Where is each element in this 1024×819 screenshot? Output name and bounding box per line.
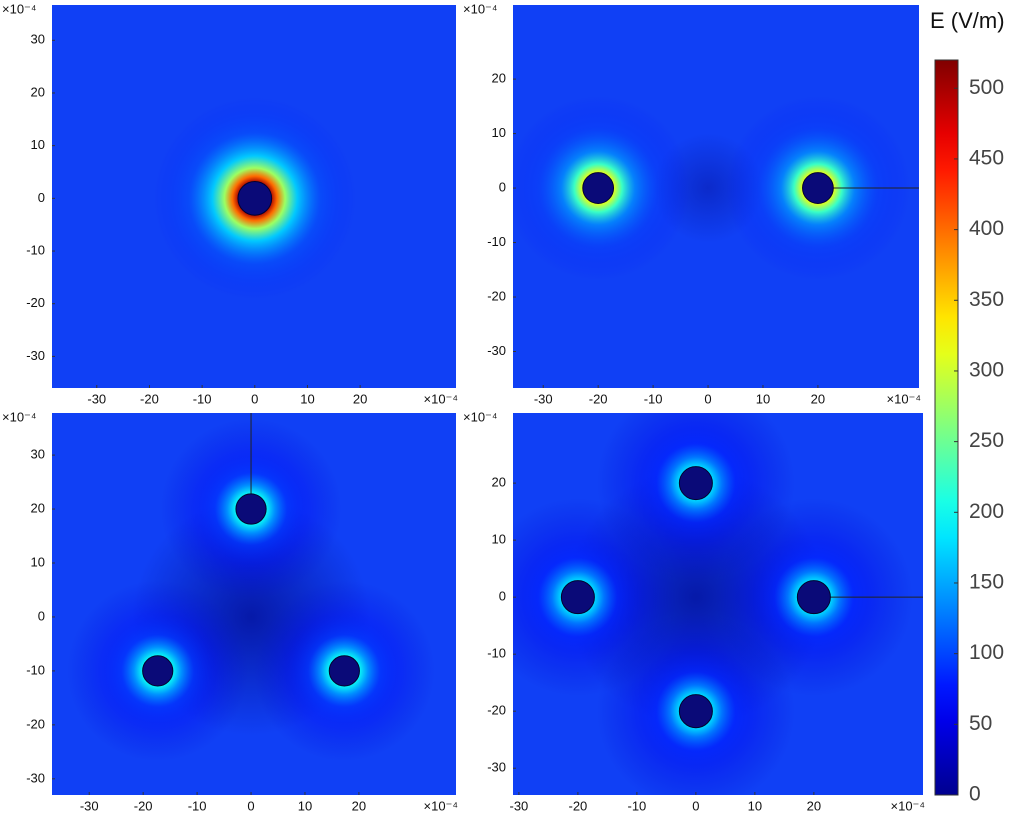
field-panel: -30 -20 -10 0 10 20 -30 -20 -10 0 10 20 ×10⁻⁴ ×10⁻⁴ <box>463 409 926 813</box>
colorbar-tick-label: 100 <box>969 641 1004 664</box>
y-tick-label: -10 <box>487 234 506 249</box>
x-tick-label: -20 <box>140 391 159 406</box>
colorbar-tick-label: 400 <box>969 217 1004 240</box>
x-tick-label: 10 <box>748 798 762 813</box>
y-tick-label: 20 <box>31 500 45 515</box>
x-tick-label: 20 <box>352 798 366 813</box>
conductor <box>237 180 273 216</box>
colorbar-tick-label: 200 <box>969 500 1004 523</box>
x-tick-label: -30 <box>87 391 106 406</box>
conductor <box>560 580 595 615</box>
y-tick-label: -30 <box>26 770 45 785</box>
field-panel: -30 -20 -10 0 10 20 -30 -20 -10 0 10 20 30 ×10⁻⁴ ×10⁻⁴ <box>2 1 458 406</box>
conductor <box>796 580 831 615</box>
x-multiplier: ×10⁻⁴ <box>424 391 459 406</box>
y-tick-label: -10 <box>26 242 45 257</box>
field-panel: -30 -20 -10 0 10 20 -30 -20 -10 0 10 20 30 ×10⁻⁴ ×10⁻⁴ <box>2 409 458 813</box>
y-tick-label: 0 <box>499 589 506 604</box>
y-tick-label: 10 <box>31 554 45 569</box>
x-tick-label: -10 <box>644 391 663 406</box>
y-tick-label: 0 <box>38 608 45 623</box>
x-tick-label: 0 <box>704 391 711 406</box>
y-tick-label: -20 <box>487 703 506 718</box>
y-tick-label: -20 <box>26 295 45 310</box>
y-tick-label: 0 <box>38 190 45 205</box>
x-tick-label: 20 <box>353 391 367 406</box>
colorbar-scale <box>934 59 959 796</box>
x-multiplier: ×10⁻⁴ <box>891 798 926 813</box>
y-tick-label: -20 <box>26 716 45 731</box>
colorbar-tick-label: 250 <box>969 429 1004 452</box>
conductor <box>678 694 713 729</box>
conductor <box>235 493 267 525</box>
y-tick-label: 0 <box>499 179 506 194</box>
x-tick-label: -10 <box>188 798 207 813</box>
y-tick-label: -30 <box>26 348 45 363</box>
x-tick-label: 20 <box>811 391 825 406</box>
x-tick-label: 10 <box>298 798 312 813</box>
y-tick-label: 10 <box>492 532 506 547</box>
y-tick-label: 20 <box>492 475 506 490</box>
y-tick-label: -10 <box>487 646 506 661</box>
x-tick-label: -20 <box>589 391 608 406</box>
x-tick-label: -20 <box>568 798 587 813</box>
x-multiplier: ×10⁻⁴ <box>424 798 459 813</box>
conductor <box>328 655 360 687</box>
plot-area <box>52 5 456 388</box>
colorbar-tick-label: 500 <box>969 76 1004 99</box>
x-tick-label: 10 <box>756 391 770 406</box>
conductor <box>802 172 834 204</box>
x-tick-label: 0 <box>247 798 254 813</box>
y-multiplier: ×10⁻⁴ <box>2 409 37 424</box>
x-tick-label: -30 <box>510 798 529 813</box>
y-multiplier: ×10⁻⁴ <box>463 409 498 424</box>
y-tick-label: 10 <box>31 137 45 152</box>
plot-area <box>513 413 923 795</box>
y-multiplier: ×10⁻⁴ <box>463 1 498 16</box>
x-tick-label: -10 <box>193 391 212 406</box>
colorbar-tick-label: 450 <box>969 146 1004 169</box>
x-tick-label: 10 <box>300 391 314 406</box>
colorbar: 0 50 100 150 200 250 300 350 400 450 500 E (V/m) <box>930 8 1005 806</box>
colorbar-tick-label: 300 <box>969 359 1004 382</box>
x-tick-label: 20 <box>807 798 821 813</box>
y-tick-label: -30 <box>487 343 506 358</box>
x-tick-label: -10 <box>627 798 646 813</box>
y-multiplier: ×10⁻⁴ <box>2 1 37 16</box>
y-tick-label: -20 <box>487 288 506 303</box>
colorbar-tick-label: 50 <box>969 712 992 735</box>
y-tick-label: 30 <box>31 32 45 47</box>
plot-area <box>513 5 919 388</box>
x-tick-label: -30 <box>80 798 99 813</box>
y-tick-label: -10 <box>26 662 45 677</box>
y-tick-label: 10 <box>492 125 506 140</box>
colorbar-tick-label: 150 <box>969 571 1004 594</box>
y-tick-label: 20 <box>31 84 45 99</box>
x-tick-label: -30 <box>534 391 553 406</box>
x-tick-label: -20 <box>134 798 153 813</box>
field-panel: -30 -20 -10 0 10 20 -30 -20 -10 0 10 20 ×10⁻⁴ ×10⁻⁴ <box>463 1 921 406</box>
colorbar-title: E (V/m) <box>930 8 1005 33</box>
x-tick-label: 0 <box>692 798 699 813</box>
plot-area <box>52 413 456 795</box>
conductor <box>582 172 615 204</box>
conductor <box>142 655 174 687</box>
y-tick-label: 30 <box>31 447 45 462</box>
x-multiplier: ×10⁻⁴ <box>887 391 922 406</box>
y-tick-label: -30 <box>487 760 506 775</box>
y-tick-label: 20 <box>492 71 506 86</box>
colorbar-tick-label: 350 <box>969 288 1004 311</box>
x-tick-label: 0 <box>251 391 258 406</box>
colorbar-tick-label: 0 <box>969 783 981 806</box>
conductor <box>678 466 713 501</box>
